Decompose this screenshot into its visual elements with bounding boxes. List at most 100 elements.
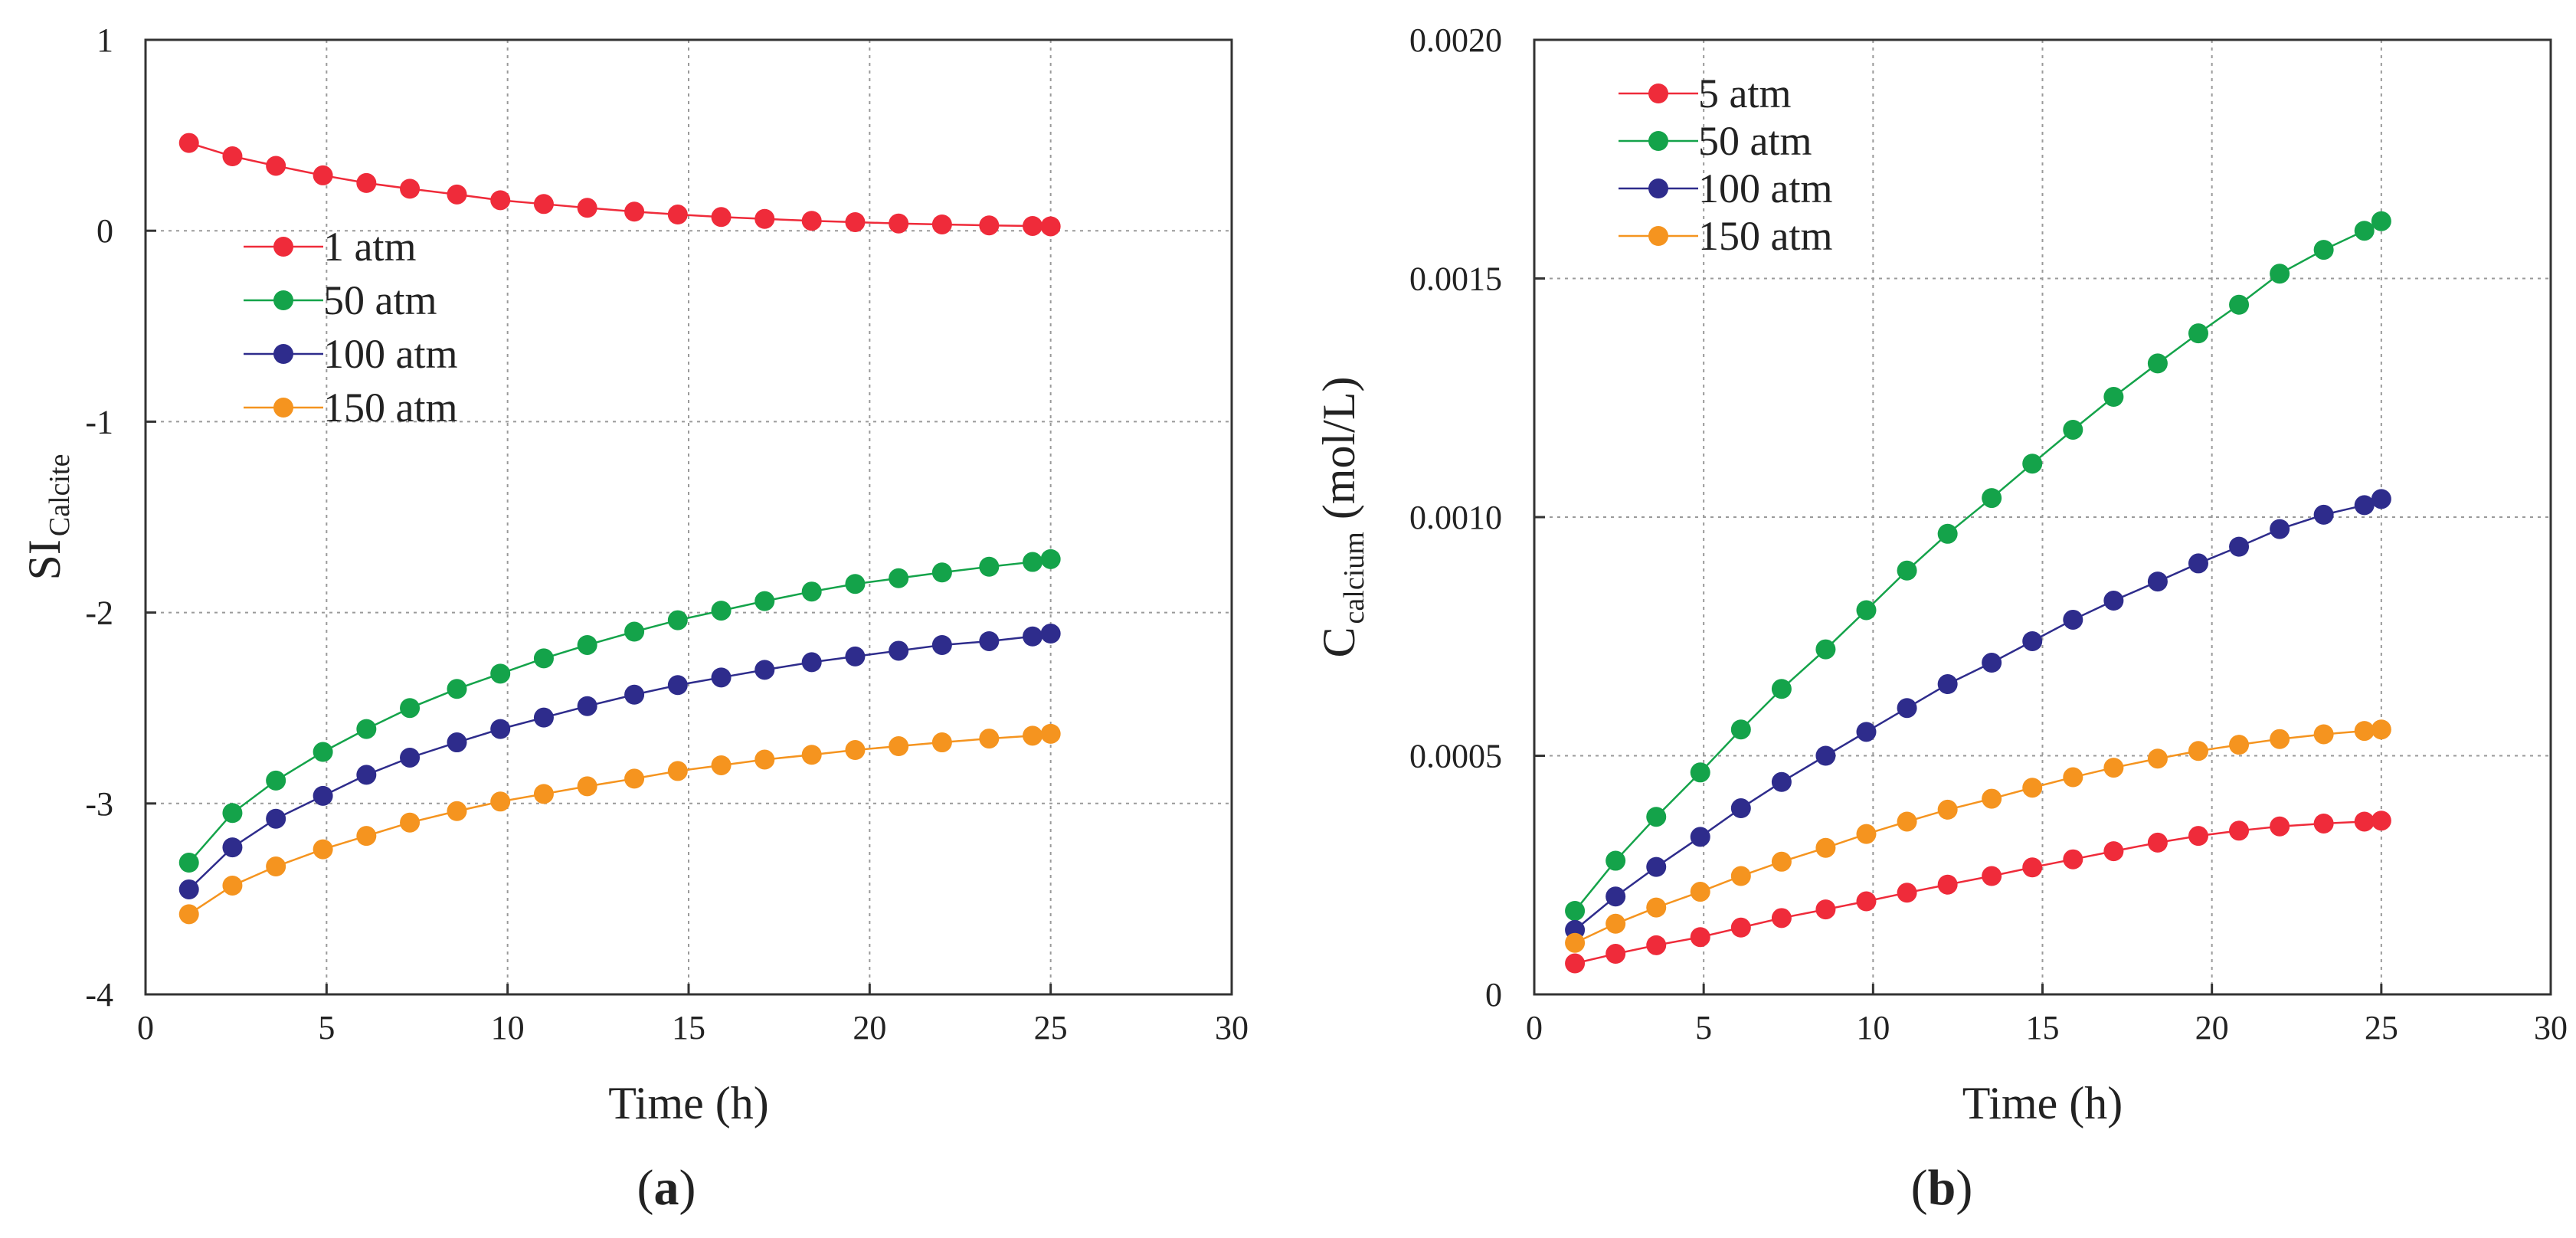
x-tick-label: 20 — [2195, 1009, 2229, 1046]
x-tick-label: 15 — [2026, 1009, 2060, 1046]
data-point — [889, 568, 909, 588]
data-point — [2147, 572, 2168, 592]
data-point — [2270, 264, 2290, 284]
legend-item: 50 atm — [1619, 118, 1812, 164]
legend-marker — [273, 290, 293, 310]
data-point — [2371, 811, 2391, 831]
data-point — [447, 801, 467, 821]
x-tick-label: 5 — [318, 1009, 335, 1046]
panel-label-open-paren: ( — [637, 1160, 654, 1216]
data-point — [266, 856, 286, 877]
data-point — [222, 875, 243, 896]
y-tick-label: 0.0005 — [1409, 738, 1502, 775]
data-point — [1040, 624, 1061, 644]
data-point — [2063, 609, 2083, 630]
data-point — [266, 156, 286, 176]
data-point — [667, 610, 688, 630]
data-point — [1730, 866, 1751, 886]
data-point — [2313, 504, 2334, 525]
data-point — [1982, 653, 2002, 673]
data-point — [889, 736, 909, 757]
data-point — [889, 640, 909, 661]
data-point — [447, 679, 467, 699]
data-point — [1771, 908, 1792, 928]
data-point — [1982, 866, 2002, 886]
data-point — [1690, 827, 1710, 847]
series-line — [188, 732, 1051, 915]
legend-marker — [1648, 226, 1668, 246]
data-point — [754, 591, 775, 611]
data-point — [1937, 799, 1958, 820]
data-point — [1937, 674, 1958, 695]
data-point — [2188, 741, 2208, 761]
data-point — [801, 581, 822, 602]
legend-label: 100 atm — [1698, 165, 1832, 211]
series-line — [188, 142, 1051, 228]
series-150-atm — [178, 723, 1061, 925]
data-point — [577, 198, 597, 218]
data-point — [447, 184, 467, 205]
y-tick-label: 0 — [97, 212, 113, 250]
data-point — [624, 621, 645, 642]
data-point — [2147, 748, 2168, 769]
x-tick-label: 0 — [137, 1009, 154, 1046]
data-point — [711, 207, 732, 228]
y-tick-label: 0.0010 — [1409, 499, 1502, 536]
data-point — [624, 201, 645, 222]
data-point — [533, 707, 554, 728]
data-point — [356, 172, 377, 193]
data-point — [845, 646, 866, 666]
data-point — [889, 213, 909, 234]
y-axis-label: Ccalcium (mol/L) — [1314, 377, 1370, 658]
series-150-atm — [1565, 719, 2391, 953]
data-point — [2313, 813, 2334, 834]
data-point — [490, 719, 511, 739]
data-point — [711, 667, 732, 688]
legend-item: 150 atm — [1619, 213, 1832, 259]
data-point — [1730, 798, 1751, 819]
data-point — [1690, 927, 1710, 948]
series-50-atm — [1565, 211, 2391, 921]
data-point — [2147, 832, 2168, 853]
x-axis-label: Time (h) — [1962, 1078, 2123, 1128]
data-point — [2229, 735, 2250, 755]
y-tick-label: 0.0015 — [1409, 260, 1502, 298]
data-point — [754, 749, 775, 770]
legend-item: 5 atm — [1619, 70, 1791, 116]
series-100-atm — [178, 624, 1061, 899]
data-point — [979, 729, 1000, 749]
data-point — [1565, 900, 1586, 921]
data-point — [1040, 549, 1061, 569]
data-point — [2270, 519, 2290, 539]
data-point — [222, 803, 243, 824]
data-point — [266, 808, 286, 829]
legend-label: 5 atm — [1698, 70, 1791, 116]
legend: 1 atm 50 atm 100 atm 150 atm — [244, 224, 457, 431]
data-point — [845, 211, 866, 232]
legend-label: 150 atm — [323, 385, 457, 431]
data-point — [1646, 935, 1667, 955]
panel-label: (a) — [637, 1160, 696, 1216]
legend-marker — [1648, 131, 1668, 151]
data-point — [1856, 891, 1877, 912]
chart-panel-a: 0 5 10 15 20 25 30 -4 -3 -2 -1 0 1 Time (h) SICalcite 1… — [19, 21, 1249, 1216]
x-tick-label: 25 — [2365, 1009, 2398, 1046]
data-point — [2371, 489, 2391, 509]
data-point — [754, 660, 775, 680]
data-point — [2188, 553, 2208, 574]
series-100-atm — [1565, 489, 2391, 940]
y-axis-label-unit: (mol/L) — [1314, 377, 1364, 520]
data-point — [801, 211, 822, 231]
data-point — [1023, 552, 1043, 572]
data-point — [931, 562, 952, 583]
data-point — [1646, 856, 1667, 877]
legend-item: 50 atm — [244, 277, 437, 323]
data-point — [2371, 719, 2391, 740]
y-tick-label: 0.0020 — [1409, 21, 1502, 59]
data-point — [178, 904, 199, 925]
data-point — [2188, 826, 2208, 847]
data-point — [1937, 874, 1958, 895]
data-point — [447, 732, 467, 753]
data-point — [931, 214, 952, 234]
data-point — [979, 215, 1000, 236]
